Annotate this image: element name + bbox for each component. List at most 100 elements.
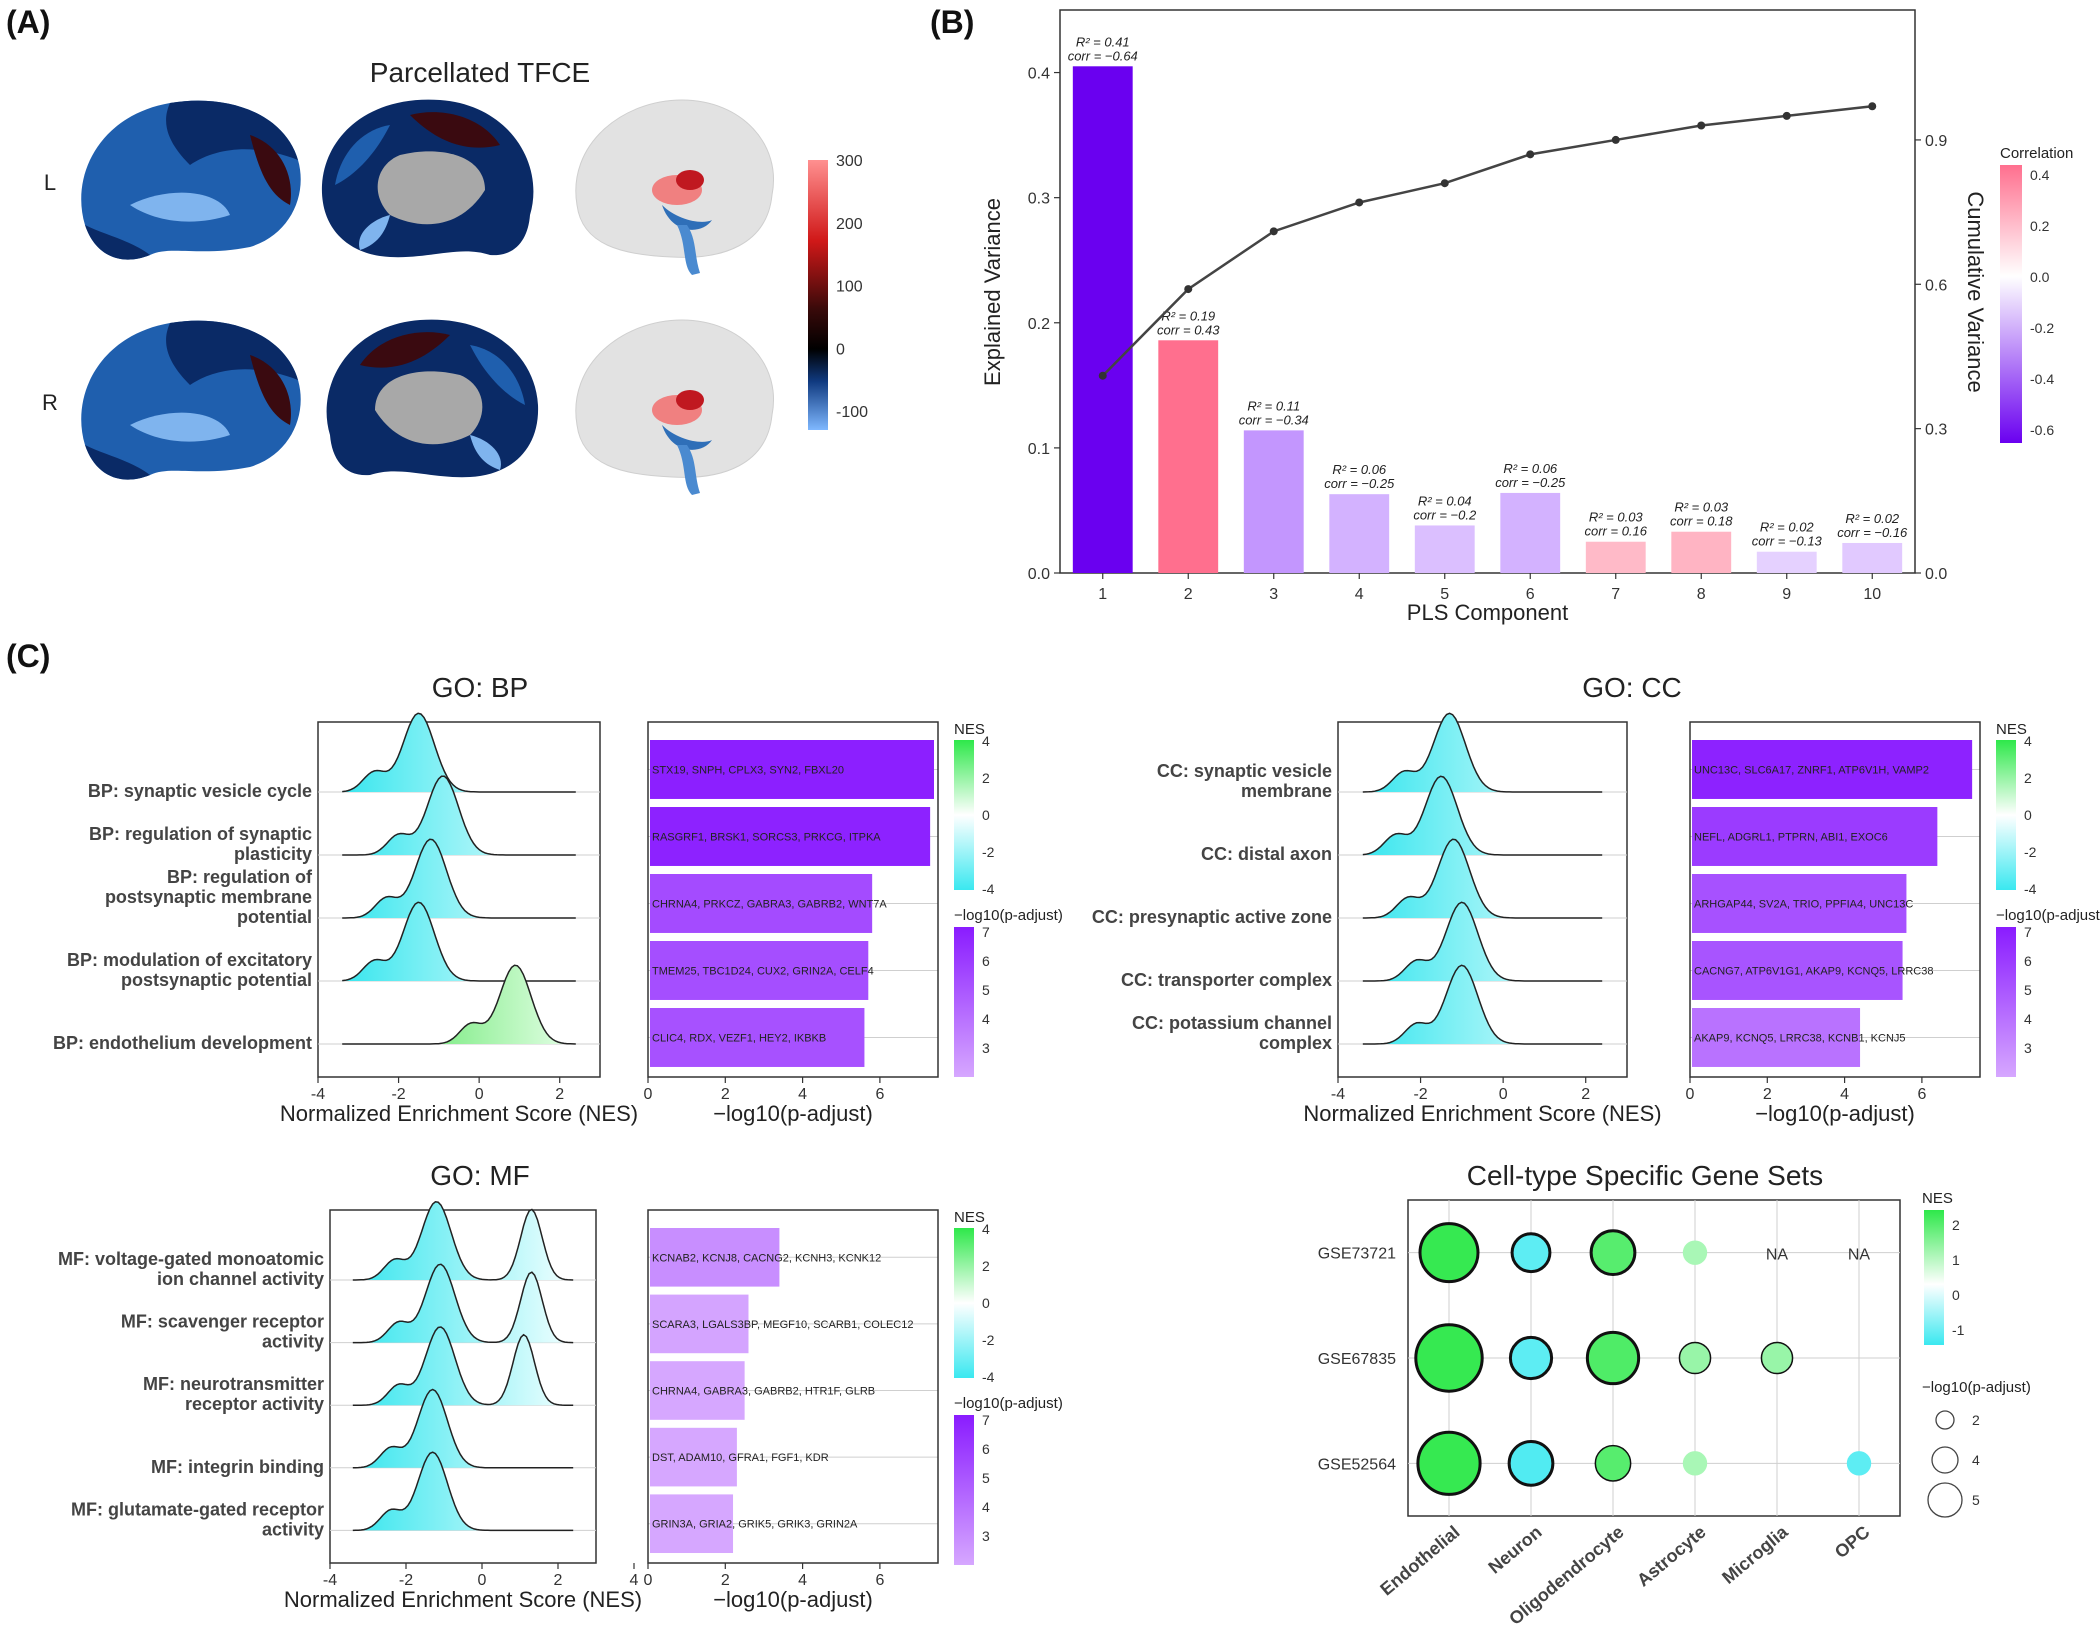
ridge-density-line [342, 712, 576, 793]
bar-gene-label: STX19, SNPH, CPLX3, SYN2, FBXL20 [652, 764, 844, 776]
enrichment-bar [650, 740, 934, 799]
term-label: BP: synaptic vesicle cycle [88, 781, 312, 801]
p-legend-tick: 6 [2024, 953, 2032, 969]
pls-bar [1500, 492, 1561, 573]
pls-bar [1158, 340, 1219, 573]
ridge-xlabel: Normalized Enrichment Score (NES) [280, 1101, 638, 1126]
pls-r2-label: R² = 0.02 [1760, 520, 1815, 535]
region-mid [470, 345, 525, 405]
row-label-left: L [44, 170, 56, 195]
term-label: postsynaptic potential [121, 970, 312, 990]
nes-legend-bar [954, 1228, 974, 1378]
celltype-label: OPC [1831, 1522, 1874, 1562]
ridge-density-line [352, 1263, 574, 1344]
cumulative-point [1611, 135, 1620, 144]
pls-corr-label: corr = −0.16 [1837, 525, 1908, 540]
cumulative-point [1782, 111, 1791, 120]
ridge-density-line [1362, 775, 1603, 856]
term-label: activity [262, 1519, 324, 1539]
bar-gene-label: DST, ADAM10, GFRA1, FGF1, KDR [652, 1452, 829, 1464]
celltype-label: Endothelial [1376, 1522, 1463, 1600]
term-label: potential [237, 907, 312, 927]
enrichment-dot [1508, 1335, 1554, 1381]
nes-legend-tick: 0 [2024, 807, 2032, 823]
enrichment-dot [1510, 1232, 1552, 1274]
term-label: CC: distal axon [1201, 844, 1332, 864]
brain-title: Parcellated TFCE [370, 57, 590, 88]
nes-legend-tick: 2 [2024, 770, 2032, 786]
p-legend-title: −log10(p-adjust) [954, 1395, 1063, 1412]
dot-nes-legend-tick: 0 [1952, 1287, 1960, 1303]
dot-size-legend-circle [1927, 1482, 1963, 1518]
term-label: MF: voltage-gated monoatomic [58, 1249, 324, 1269]
correlation-legend-tick: 0.0 [2030, 269, 2050, 285]
thalamus [676, 170, 704, 190]
bar-xtick-label: 2 [721, 1572, 730, 1589]
p-legend-tick: 6 [982, 953, 990, 969]
cumulative-line [1101, 104, 1873, 377]
row-label-right: R [42, 390, 58, 415]
ridge-density-fill [342, 902, 576, 981]
ridge-density-fill [352, 1201, 574, 1280]
nes-legend-tick: 2 [982, 770, 990, 786]
term-label: membrane [1241, 781, 1332, 801]
region-red [360, 332, 450, 368]
nes-legend-tick: -4 [2024, 881, 2037, 897]
cumulative-point [1355, 198, 1364, 207]
pls-bar [1842, 542, 1903, 573]
p-legend-tick: 7 [982, 924, 990, 940]
enrichment-bar [1692, 941, 1903, 1000]
ridge-density-line [342, 775, 576, 856]
enrichment-bar [650, 941, 869, 1000]
ridge-density-line [1362, 901, 1603, 982]
region-red [250, 135, 291, 205]
medial-wall [375, 371, 483, 445]
na-label: NA [1766, 1247, 1789, 1264]
enrichment-bar [1692, 874, 1907, 933]
term-label: BP: regulation of [167, 867, 313, 887]
go-panel-title: GO: MF [430, 1160, 530, 1191]
celltype-label: Astrocyte [1633, 1522, 1709, 1591]
term-label: BP: modulation of excitatory [67, 950, 312, 970]
nes-legend-tick: -4 [982, 1369, 995, 1385]
correlation-legend-tick: 0.2 [2030, 218, 2050, 234]
ridge-xtick-label: -2 [1413, 1086, 1427, 1103]
ridge-density-line [352, 1201, 574, 1281]
temporal-region [85, 225, 150, 260]
ridge-xtick-label: -4 [323, 1572, 337, 1589]
p-legend-tick: 7 [2024, 924, 2032, 940]
term-label: activity [262, 1332, 324, 1352]
dot-size-legend-circle [1935, 1410, 1955, 1430]
dataset-label: GSE73721 [1318, 1246, 1396, 1263]
pls-corr-label: corr = 0.43 [1157, 322, 1220, 337]
p-legend-tick: 6 [982, 1441, 990, 1457]
panel-c-label: (C) [6, 638, 51, 674]
thalamus [676, 390, 704, 410]
pls-corr-label: corr = −0.34 [1239, 412, 1309, 427]
enrichment-dot [1589, 1229, 1637, 1277]
p-legend-tick: 5 [2024, 982, 2032, 998]
pls-corr-label: corr = −0.25 [1324, 476, 1395, 491]
enrichment-dot [1507, 1439, 1555, 1487]
hippocampus [662, 205, 712, 230]
p-legend-tick: 5 [982, 1470, 990, 1486]
bar-xtick-label: 2 [1763, 1086, 1772, 1103]
pls-y2tick-label: 0.0 [1925, 566, 1947, 583]
correlation-legend-tick: -0.2 [2030, 320, 2054, 336]
pls-corr-label: corr = 0.16 [1584, 524, 1647, 539]
pls-r2-label: R² = 0.11 [1247, 398, 1300, 413]
bar-gene-label: SCARA3, LGALS3BP, MEGF10, SCARB1, COLEC1… [652, 1319, 913, 1331]
ridge-plot-frame [1337, 721, 1628, 1078]
bar-xtick-label: 6 [875, 1572, 884, 1589]
cumulative-point [1184, 285, 1193, 294]
ridge-density-line [342, 901, 576, 982]
ridge-density-fill [1362, 902, 1603, 981]
dot-nes-legend-tick: 1 [1952, 1252, 1960, 1268]
ridge-density-fill [352, 1452, 574, 1531]
ridge-density-line [1362, 964, 1603, 1045]
cumulative-point [1098, 371, 1107, 380]
p-legend-tick: 4 [982, 1499, 990, 1515]
enrichment-bar [1692, 1008, 1861, 1067]
insula-region [130, 412, 230, 442]
dot-size-legend-title: −log10(p-adjust) [1922, 1379, 2031, 1396]
